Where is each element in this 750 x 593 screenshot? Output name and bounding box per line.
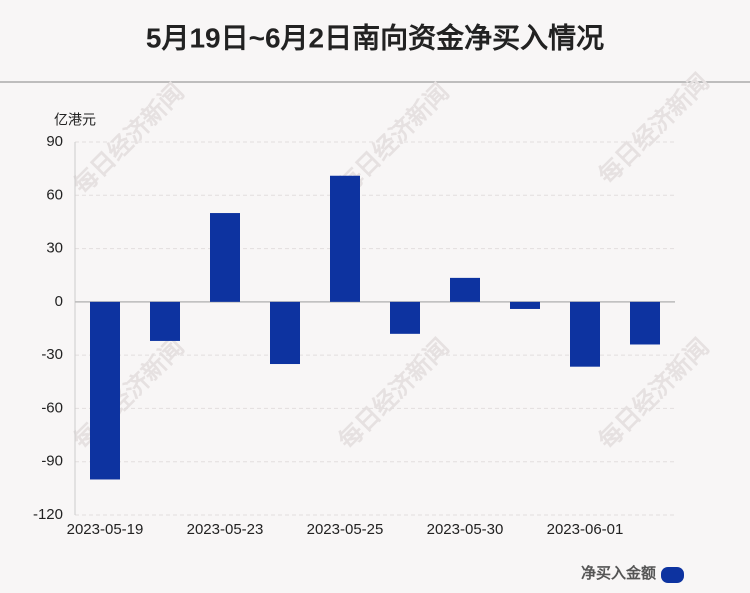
- bar: [450, 277, 480, 302]
- x-tick-label: 2023-05-19: [67, 521, 144, 538]
- bar: [150, 301, 180, 341]
- bar: [330, 175, 360, 302]
- bar: [270, 301, 300, 365]
- y-tick-label: -90: [41, 453, 63, 470]
- bar: [210, 213, 240, 302]
- x-tick-label: 2023-05-30: [427, 521, 504, 538]
- legend-label: 净买入金额: [581, 564, 656, 582]
- bar: [390, 301, 420, 334]
- bar: [630, 301, 660, 345]
- y-tick-label: 30: [46, 240, 63, 257]
- y-tick-label: -120: [33, 506, 63, 523]
- y-axis-label: 亿港元: [54, 112, 96, 128]
- y-tick-label: 0: [55, 293, 63, 310]
- legend-swatch: [661, 567, 684, 583]
- y-tick-label: 90: [46, 133, 63, 150]
- chart-title: 5月19日~6月2日南向资金净买入情况: [146, 21, 604, 53]
- bar: [90, 301, 120, 480]
- x-tick-label: 2023-06-01: [547, 521, 624, 538]
- y-tick-label: -30: [41, 346, 63, 363]
- x-tick-label: 2023-05-23: [187, 521, 264, 538]
- x-tick-label: 2023-05-25: [307, 521, 384, 538]
- y-tick-label: 60: [46, 186, 63, 203]
- bar: [570, 301, 600, 367]
- y-tick-label: -60: [41, 399, 63, 416]
- bar: [510, 301, 540, 309]
